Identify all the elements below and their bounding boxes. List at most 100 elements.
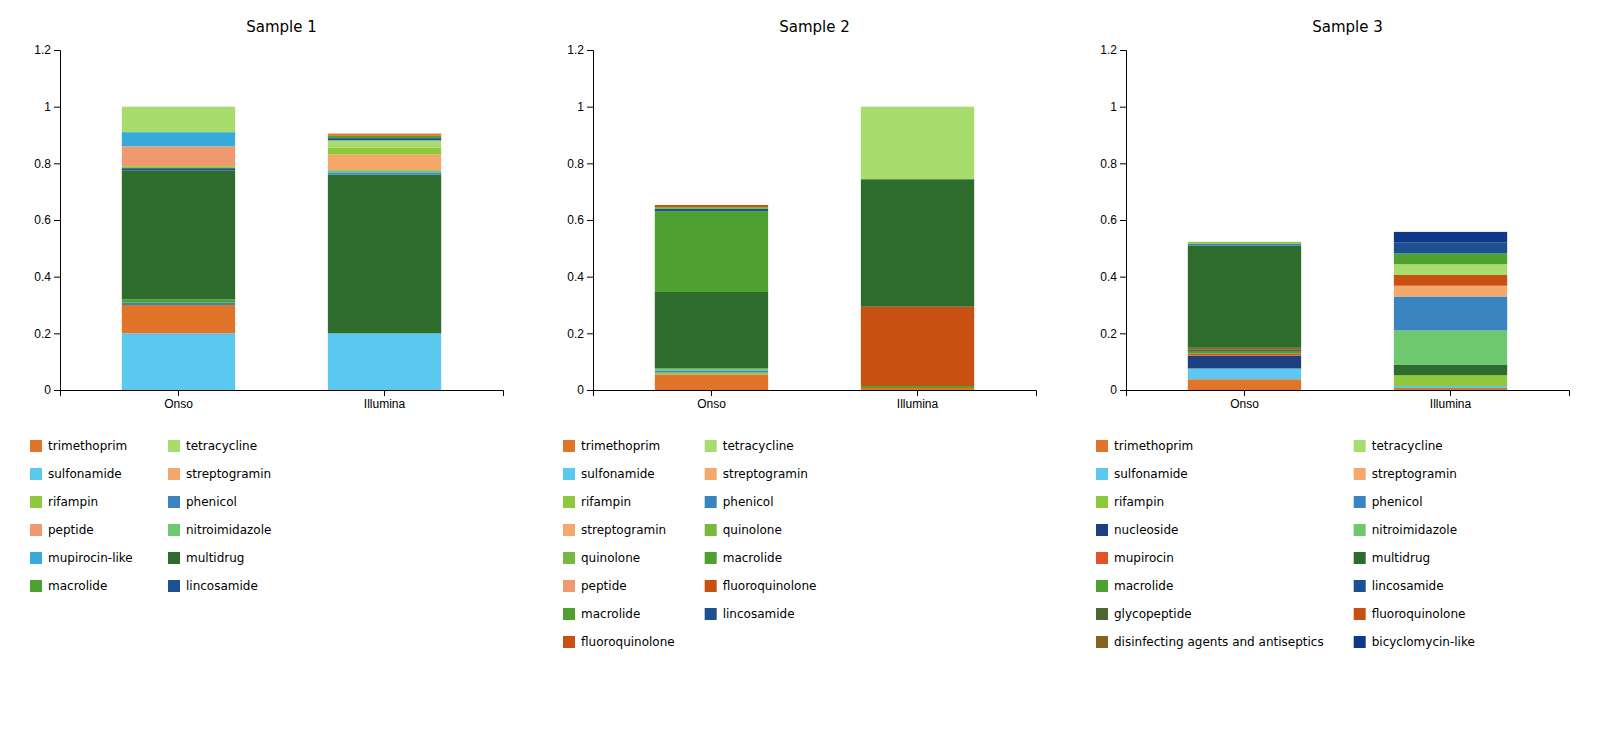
bar-segment: [122, 146, 235, 166]
bar-segment: [1188, 352, 1301, 354]
legend-swatch: [168, 468, 180, 480]
x-tick-label: Onso: [697, 397, 726, 411]
y-tick: 0: [577, 383, 593, 397]
legend-swatch: [168, 496, 180, 508]
y-tick-label: 0.4: [34, 270, 51, 284]
bar-segment: [328, 136, 441, 138]
title: Sample 2: [779, 18, 850, 36]
legend-column: trimethoprimsulfonamiderifampinpeptidemu…: [30, 439, 133, 593]
tick-mark: [1120, 277, 1126, 278]
legend-column: trimethoprim sulfonamide rifampin streptogr…: [563, 439, 675, 649]
y-tick: 0.6: [567, 213, 593, 227]
x-tick: Illumina: [1430, 390, 1472, 411]
legend-label: trimethoprim: [581, 439, 660, 453]
bar-segment: [861, 388, 974, 390]
bar-segment: [328, 140, 441, 147]
y-tick: 0.2: [567, 327, 593, 341]
y-tick-label: 0.4: [1100, 270, 1117, 284]
y-tick: 0: [44, 383, 60, 397]
legend-swatch: [705, 524, 717, 536]
bar-segment: [655, 368, 768, 370]
legend-column: tetracyclinestreptograminphenicolnitroim…: [1354, 439, 1475, 649]
x-tick-label: Illumina: [1430, 397, 1472, 411]
axis-line: [54, 51, 61, 391]
legend-column: tetracyclinestreptograminphenicolquinolo…: [705, 439, 817, 621]
bar-segment: [328, 170, 441, 172]
y-tick: 0.4: [567, 270, 593, 284]
bar-segment: [1394, 375, 1507, 386]
bar-segment: [328, 172, 441, 174]
y-tick: 1: [577, 100, 593, 114]
tick-mark: [711, 390, 712, 396]
y-tick: 0.2: [34, 327, 60, 341]
bars: [122, 107, 441, 390]
legend-label: sulfonamide: [581, 467, 655, 481]
tick-mark: [587, 220, 593, 221]
tick-mark: [1120, 333, 1126, 334]
x-tick-label: Onso: [164, 397, 193, 411]
y-tick: 0.8: [1100, 157, 1126, 171]
tick-mark: [54, 163, 60, 164]
y-tick-label: 0.2: [1100, 327, 1117, 341]
legend-label: quinolone: [581, 551, 640, 565]
panel: 00.20.40.60.811.2OnsoIllumina: [567, 43, 1036, 410]
tick-mark: [1244, 390, 1245, 396]
bar-segment: [655, 211, 768, 292]
legend-label: fluoroquinolone: [581, 635, 675, 649]
legend-label: streptogramin: [581, 523, 666, 537]
y-axis: 0 0.2 0.4 0.6 0.8 1 1.2: [567, 43, 593, 397]
legend-swatch: [1096, 552, 1108, 564]
legend-label: tetracycline: [723, 439, 794, 453]
bar-segment: [328, 333, 441, 390]
legend-swatch: [1354, 636, 1366, 648]
legend-label: rifampin: [1114, 495, 1164, 509]
bar-segment: [655, 374, 768, 390]
y-tick-label: 0.8: [34, 157, 51, 171]
legend-swatch: [705, 496, 717, 508]
legend-label: disinfecting agents and antiseptics: [1114, 635, 1324, 649]
tick-mark: [587, 163, 593, 164]
bar-segment: [1394, 232, 1507, 243]
legend-swatch: [30, 440, 42, 452]
tick-mark: [54, 50, 60, 51]
axis-line: [1120, 51, 1127, 391]
bar-segment: [1394, 365, 1507, 376]
axis-line: [587, 51, 594, 391]
legend-label: nucleoside: [1114, 523, 1178, 537]
bar-segment: [122, 299, 235, 302]
legend-swatch: [705, 468, 717, 480]
bar-segment: [655, 205, 768, 207]
y-tick: 1.2: [567, 43, 593, 57]
bar-segment: [655, 292, 768, 369]
y-tick: 0.8: [567, 157, 593, 171]
y-tick-label: 0.2: [34, 327, 51, 341]
legend-label: rifampin: [581, 495, 631, 509]
y-tick-label: 0.8: [567, 157, 584, 171]
bar-segment: [328, 175, 441, 334]
tick-mark: [384, 390, 385, 396]
tick-mark: [1120, 163, 1126, 164]
tick-mark: [54, 333, 60, 334]
legend-swatch: [705, 440, 717, 452]
bar-segment: [1394, 388, 1507, 390]
legend-swatch: [1354, 552, 1366, 564]
y-tick: 0: [1110, 383, 1126, 397]
bar-segment: [655, 209, 768, 211]
legend-label: lincosamide: [723, 607, 795, 621]
y-tick-label: 1.2: [1100, 43, 1117, 57]
tick-mark: [1120, 220, 1126, 221]
legend-swatch: [563, 496, 575, 508]
bar-segment: [1188, 368, 1301, 379]
tick-mark: [54, 107, 60, 108]
legend-swatch: [1354, 468, 1366, 480]
tick-mark: [917, 390, 918, 396]
x-axis: OnsoIllumina: [61, 390, 504, 411]
legend-swatch: [563, 580, 575, 592]
bar-segment: [1394, 331, 1507, 365]
legend-swatch: [1096, 636, 1108, 648]
legend-label: sulfonamide: [48, 467, 122, 481]
y-tick: 1.2: [34, 43, 60, 57]
legend-swatch: [563, 440, 575, 452]
legend-label: macrolide: [581, 607, 640, 621]
legend-swatch: [563, 636, 575, 648]
